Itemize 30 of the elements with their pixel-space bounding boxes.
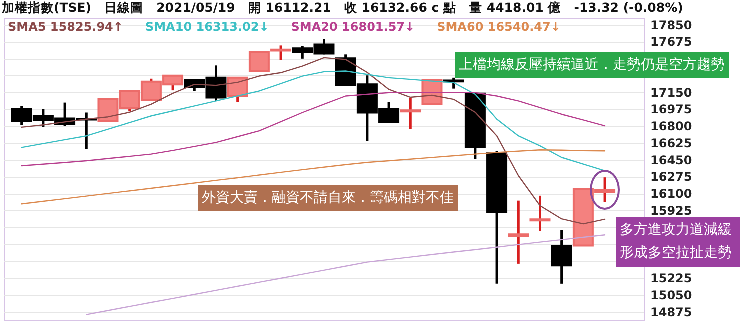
y-tick-label: 17675 [650, 35, 692, 50]
line-series [21, 57, 606, 225]
y-tick-label: 14875 [650, 305, 692, 320]
line-series [86, 234, 606, 316]
chart-title: 加權指數(TSE) 日線圖 2021/05/19 開 16112.21 收 16132.66 c 點 量 4418.01 億 -13.32 (-0.08%) [2, 0, 684, 17]
y-tick-label: 15225 [650, 272, 692, 286]
y-tick-label: 17850 [650, 18, 692, 32]
text: SMA10 16313.02↓ [145, 20, 270, 34]
candlestick [551, 228, 572, 286]
y-tick-label: 16450 [650, 153, 692, 168]
y-tick-label: 17150 [650, 86, 692, 100]
candlestick [443, 76, 464, 90]
y-tick-label: 16975 [650, 102, 692, 117]
y-tick-label: 16625 [650, 136, 692, 150]
text: SMA20 16801.57↓ [291, 20, 416, 34]
candlestick [508, 200, 530, 266]
y-tick-label: 15925 [650, 204, 692, 218]
text: SMA5 15825.94↑ [8, 20, 124, 34]
annotation: 外資大賣．融資不請自來．籌碼相對不佳 [198, 185, 458, 211]
text: 多方進攻力道減緩形成多空拉扯走勢 [616, 217, 740, 267]
text: SMA60 16540.47↓ [437, 20, 561, 34]
y-tick-label: 16100 [650, 187, 692, 202]
candlestick [400, 97, 422, 131]
annotation: 上檔均線反壓持續逼近．走勢仍是空方趨勢 [455, 52, 729, 78]
y-tick-label: 15050 [650, 288, 692, 302]
y-tick-label: 16275 [650, 170, 692, 184]
y-tick-label: 16800 [650, 120, 692, 134]
candlestick [530, 194, 551, 233]
line-series [21, 149, 606, 205]
line-series [21, 92, 606, 167]
